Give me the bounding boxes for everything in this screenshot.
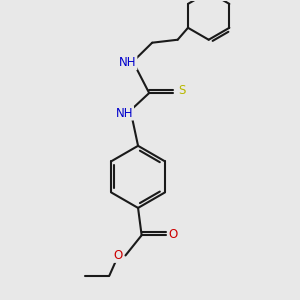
- Text: O: O: [168, 228, 178, 241]
- Text: S: S: [178, 84, 185, 97]
- Text: NH: NH: [116, 106, 133, 120]
- Text: O: O: [114, 249, 123, 262]
- Text: NH: NH: [119, 56, 136, 69]
